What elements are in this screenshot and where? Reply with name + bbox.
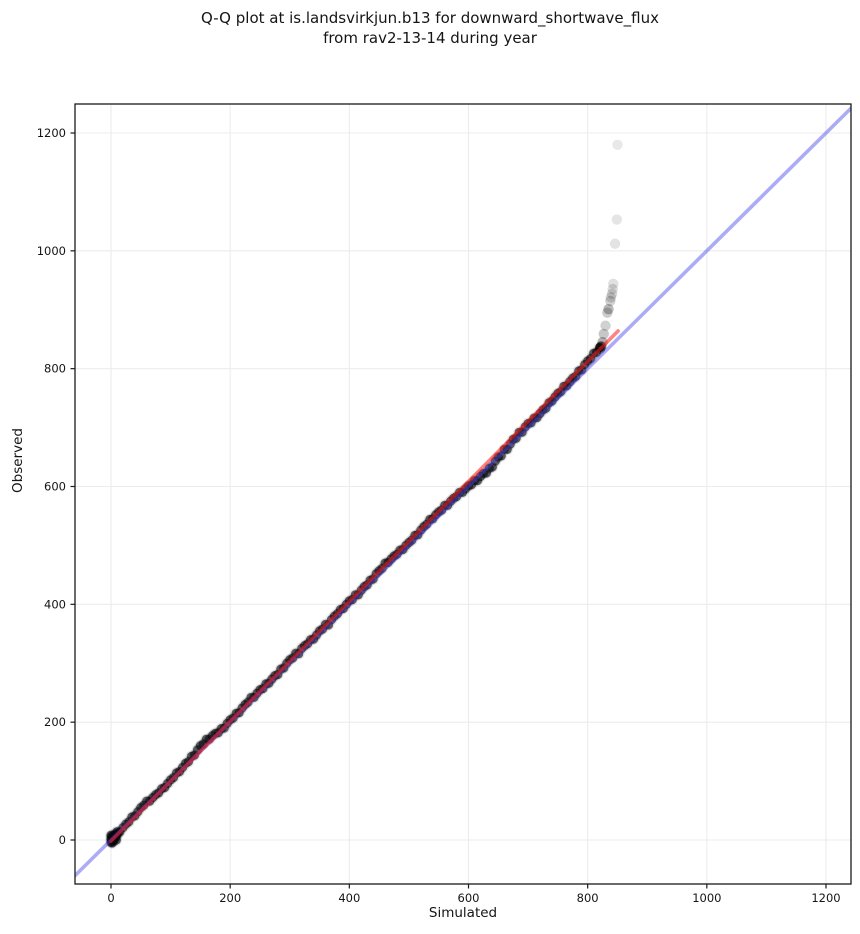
y-tick-label: 400: [44, 597, 66, 611]
y-tick-label: 1200: [37, 126, 66, 140]
y-tick-label: 0: [59, 833, 66, 847]
x-tick-label: 0: [107, 891, 114, 905]
outlier-point: [608, 278, 619, 290]
outlier-point: [612, 139, 623, 150]
outlier-point: [598, 328, 609, 340]
y-tick-label: 800: [44, 362, 66, 376]
outlier-point: [609, 238, 621, 249]
outlier-point: [602, 307, 613, 318]
plot-border: [74, 103, 852, 885]
outlier-point: [605, 295, 616, 307]
y-tick-label: 1000: [37, 244, 66, 258]
qq-fit-line: [109, 329, 620, 843]
outlier-point: [603, 303, 614, 315]
chart-title-line2: from rav2-13-14 during year: [323, 29, 537, 47]
outlier-point: [606, 288, 618, 300]
x-axis-label: Simulated: [428, 905, 498, 921]
chart-title-line1: Q-Q plot at is.landsvirkjun.b13 for down…: [201, 9, 659, 27]
y-tick-label: 200: [44, 715, 66, 729]
x-tick-label: 1200: [811, 891, 840, 905]
x-tick-label: 400: [338, 891, 360, 905]
x-tick-label: 800: [577, 891, 599, 905]
data-layer: [75, 105, 851, 879]
outlier-point: [600, 320, 611, 331]
x-tick-label: 1000: [692, 891, 721, 905]
outlier-point: [611, 214, 623, 225]
chart-title: Q-Q plot at is.landsvirkjun.b13 for down…: [0, 8, 860, 48]
x-tick-label: 200: [219, 891, 241, 905]
outlier-point: [605, 292, 617, 303]
x-tick-label: 600: [458, 891, 480, 905]
outlier-point: [607, 283, 618, 295]
y-tick-label: 600: [44, 479, 66, 493]
